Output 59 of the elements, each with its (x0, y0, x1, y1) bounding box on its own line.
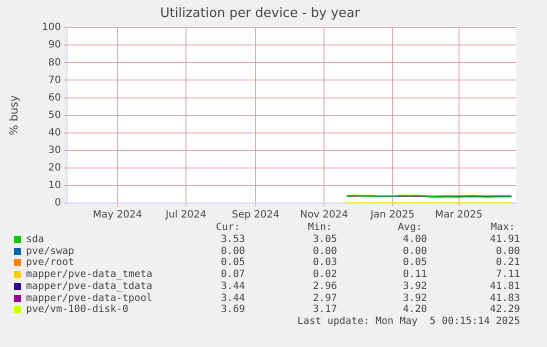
y-tick-label: 100 (42, 22, 61, 34)
y-tick-label: 90 (48, 40, 61, 51)
y-axis-title: % busy (7, 94, 20, 136)
legend-label: mapper/pve-data-tpool (26, 292, 152, 304)
x-tick-label: Mar 2025 (435, 210, 483, 221)
y-tick-label: 60 (48, 92, 61, 104)
x-tick-label: Jul 2024 (164, 210, 206, 221)
y-tick-label: 20 (48, 162, 61, 174)
text: Last update: Mon May 5 00:15:14 2025 (297, 316, 520, 327)
text: 2.97 (312, 292, 337, 304)
x-tick-label: Jan 2025 (370, 210, 415, 221)
text: 0.05 (220, 257, 245, 268)
legend-label: pve/swap (26, 246, 74, 257)
legend-label: mapper/pve-data_tmeta (26, 269, 152, 280)
text: 0.05 (402, 257, 427, 268)
text: 3.05 (312, 234, 337, 245)
text: 4.20 (402, 304, 427, 316)
text: 0.21 (496, 257, 520, 268)
text: 0.11 (402, 269, 427, 280)
text: 3.92 (402, 292, 427, 304)
text: 4.00 (402, 234, 427, 245)
text: 7.11 (496, 269, 520, 280)
y-tick-label: 40 (48, 127, 61, 138)
text: 3.44 (220, 280, 245, 292)
text: 3.69 (220, 304, 245, 316)
x-tick-label: Nov 2024 (300, 210, 348, 221)
text: 0.03 (312, 257, 337, 268)
text: Cur: (216, 222, 240, 233)
legend-label: mapper/pve-data_tdata (26, 280, 152, 292)
text: Min: (308, 222, 332, 233)
text: 3.92 (402, 280, 427, 292)
text: 41.81 (490, 280, 520, 292)
legend-label: pve/vm-100-disk-0 (26, 304, 128, 316)
y-tick-label: 80 (48, 57, 61, 68)
text: Max: (490, 222, 515, 233)
text: 41.91 (490, 234, 520, 245)
legend-label: pve/root (26, 257, 74, 268)
legend-label: sda (26, 234, 44, 245)
text: 0.00 (220, 246, 245, 257)
text: 3.44 (220, 292, 245, 304)
text: 0.00 (496, 246, 520, 257)
y-tick-label: 0 (54, 198, 61, 209)
text: 0.07 (220, 269, 245, 280)
text: Avg: (398, 222, 422, 233)
text: 0.00 (402, 246, 427, 257)
text: 2.96 (312, 280, 337, 292)
x-tick-label: Sep 2024 (232, 210, 280, 221)
text: 0.02 (312, 269, 337, 280)
y-tick-label: 10 (48, 180, 61, 192)
text: 41.83 (490, 292, 520, 304)
text: 3.53 (220, 234, 245, 245)
text: 42.29 (490, 304, 520, 316)
x-tick-label: May 2024 (92, 210, 142, 221)
y-tick-label: 30 (48, 144, 61, 156)
text: 3.17 (312, 304, 337, 316)
y-tick-label: 50 (48, 110, 61, 121)
text: 0.00 (312, 246, 337, 257)
chart-title: Utilization per device - by year (160, 6, 361, 22)
y-tick-label: 70 (48, 74, 61, 86)
